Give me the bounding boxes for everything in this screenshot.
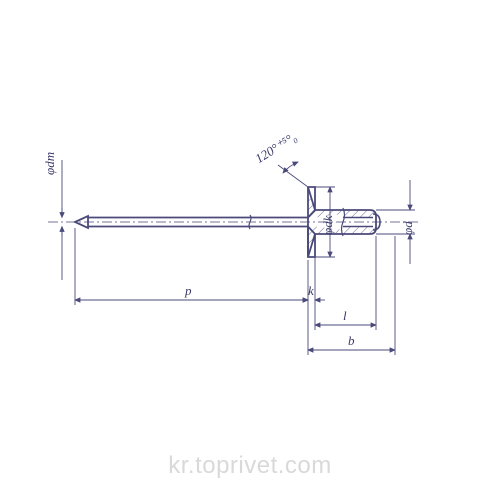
- label-dk: φdk: [320, 216, 336, 235]
- rivet-diagram: [0, 0, 500, 500]
- watermark-text: kr.toprivet.com: [168, 452, 332, 480]
- label-l: l: [343, 308, 347, 324]
- label-b: b: [348, 333, 355, 349]
- label-k: k: [308, 283, 314, 299]
- dim-angle: [270, 162, 308, 218]
- label-dm: φdm: [42, 152, 58, 175]
- label-d: φd: [400, 221, 416, 235]
- label-p: p: [185, 283, 192, 299]
